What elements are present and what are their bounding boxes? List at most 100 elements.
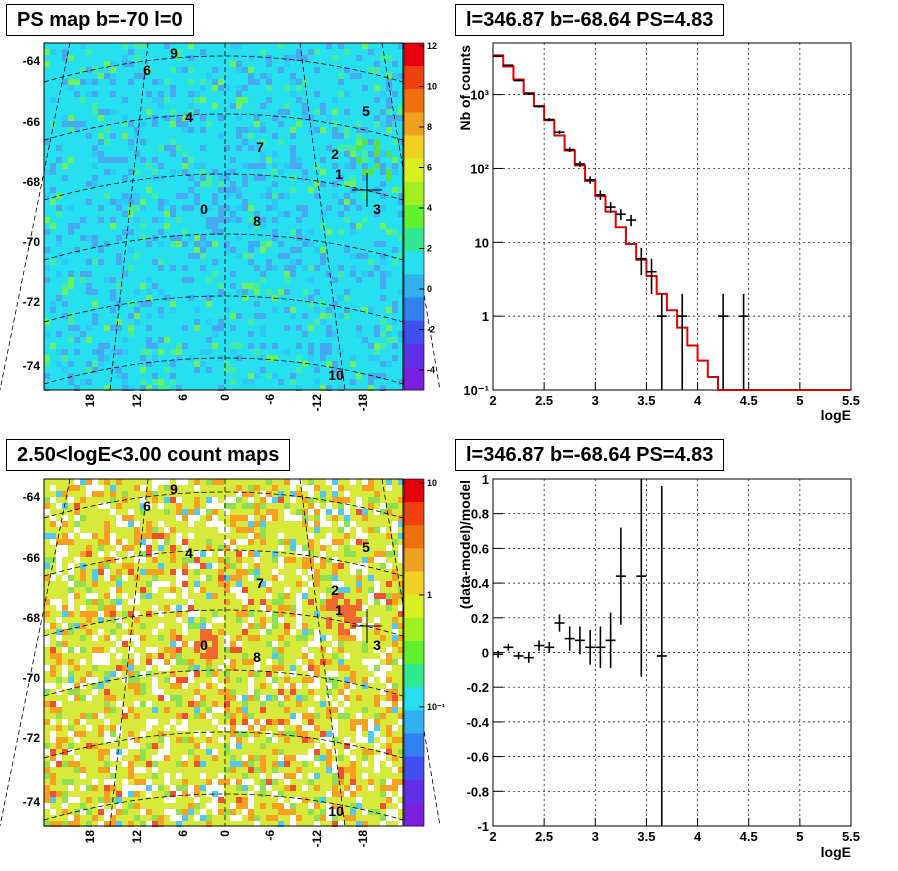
map-pixel [116,545,122,551]
map-pixel [104,671,110,677]
x-tick-label: 4.5 [740,393,758,408]
map-pixel [374,211,380,217]
map-pixel [68,731,74,737]
map-pixel [188,785,194,791]
latitude-line [43,55,404,83]
map-pixel [392,683,398,689]
map-pixel [344,67,350,73]
map-pixel [248,145,254,151]
map-pixel [332,671,338,677]
residual-data-point [554,614,565,632]
map-pixel [140,485,146,491]
map-pixel [146,779,152,785]
map-pixel [206,665,212,671]
map-pixel [194,97,200,103]
map-pixel [248,797,254,803]
map-pixel [356,803,362,809]
map-pixel [92,181,98,187]
map-pixel [362,749,368,755]
map-pixel [302,725,308,731]
map-pixel [266,719,272,725]
map-pixel [308,479,314,485]
map-pixel [68,533,74,539]
map-pixel [56,503,62,509]
map-pixel [254,623,260,629]
map-pixel [236,587,242,593]
map-pixel [68,205,74,211]
map-pixel [110,509,116,515]
map-pixel [272,115,278,121]
map-pixel [392,641,398,647]
map-pixel [80,581,86,587]
map-pixel [56,755,62,761]
map-pixel [242,527,248,533]
map-pixel [386,109,392,115]
map-pixel [254,785,260,791]
map-pixel [296,343,302,349]
map-pixel [302,115,308,121]
colorbar-tick-label: -2 [427,325,435,335]
map-pixel [74,515,80,521]
map-pixel [218,527,224,533]
map-pixel [110,199,116,205]
map-pixel [314,797,320,803]
map-pixel [260,725,266,731]
map-pixel [350,73,356,79]
map-pixel [386,121,392,127]
map-pixel [266,73,272,79]
map-pixel [104,521,110,527]
map-pixel [344,551,350,557]
map-pixel [332,515,338,521]
map-pixel [392,569,398,575]
map-pixel [218,503,224,509]
map-pixel [212,515,218,521]
map-pixel [368,379,374,385]
x-tick-label: 12 [130,394,144,408]
map-pixel [386,533,392,539]
map-pixel [326,205,332,211]
map-pixel [308,773,314,779]
map-pixel [140,569,146,575]
map-pixel [278,43,284,49]
map-pixel [230,815,236,821]
map-pixel [140,755,146,761]
map-pixel [164,479,170,485]
map-pixel [170,301,176,307]
map-pixel [350,355,356,361]
map-pixel [206,737,212,743]
map-pixel [350,569,356,575]
map-pixel [320,491,326,497]
map-pixel [116,617,122,623]
map-pixel [242,593,248,599]
map-pixel [116,521,122,527]
map-pixel [242,629,248,635]
map-pixel [158,785,164,791]
map-pixel [284,623,290,629]
map-pixel [392,707,398,713]
map-pixel [320,575,326,581]
map-pixel [338,809,344,815]
map-pixel [398,635,404,641]
map-pixel [56,331,62,337]
map-pixel [134,635,140,641]
map-pixel [236,575,242,581]
map-pixel [320,109,326,115]
map-pixel [248,761,254,767]
map-pixel [338,623,344,629]
map-pixel [254,731,260,737]
map-pixel [254,521,260,527]
map-pixel [98,605,104,611]
map-pixel [206,551,212,557]
map-pixel [254,223,260,229]
map-pixel [140,199,146,205]
ps-map-x-ticks: 18 12 6 0 -6 -12 -18 [83,394,370,412]
map-pixel [368,355,374,361]
map-pixel [62,761,68,767]
map-pixel [50,223,56,229]
map-pixel [104,169,110,175]
map-pixel [56,599,62,605]
map-pixel [56,157,62,163]
map-pixel [158,755,164,761]
map-pixel [278,497,284,503]
residual-data-point [636,479,647,677]
